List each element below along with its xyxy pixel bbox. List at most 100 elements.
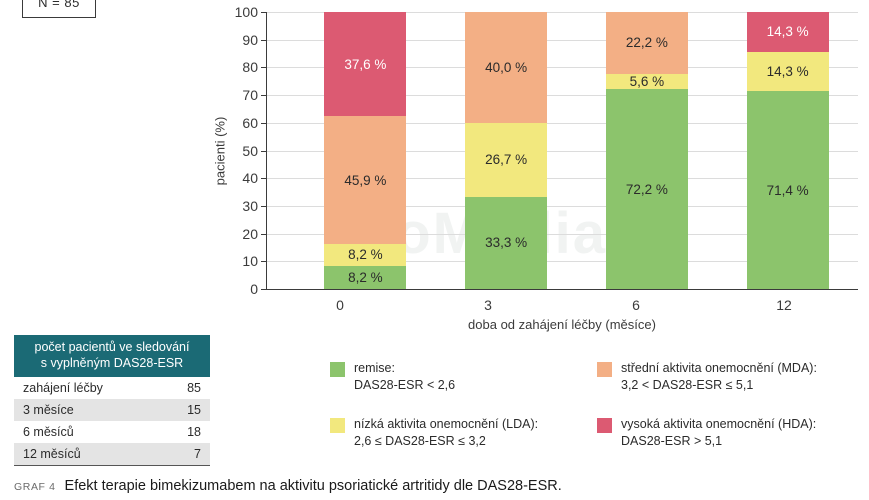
- y-tick-mark: [261, 233, 267, 235]
- y-tick-mark: [261, 205, 267, 207]
- table-body: zahájení léčby 85 3 měsíce 15 6 měsíců 18 12 m…: [14, 376, 210, 466]
- plot-frame: 100 90 80 70 60 50 40 30 20 10 0 8,2 % 8,2 % 45,9 % 3…: [235, 4, 858, 297]
- y-tick-label: 20: [242, 225, 258, 242]
- bar-slot: 72,2 % 5,6 % 22,2 %: [577, 12, 718, 289]
- table-header-line-2: s vyplněným DAS28-ESR: [40, 356, 184, 371]
- y-tick-mark: [261, 150, 267, 152]
- legend-label-line-2: DAS28-ESR < 2,6: [354, 377, 456, 392]
- x-tick-label: 0: [336, 297, 344, 313]
- bar-segment[interactable]: 14,3 %: [746, 51, 829, 92]
- legend-swatch-icon: [330, 362, 345, 377]
- bar-segment[interactable]: 14,3 %: [746, 12, 829, 52]
- legend-label-line-1: vysoká aktivita onemocnění (HDA):: [621, 416, 817, 431]
- x-tick-label: 12: [776, 297, 792, 313]
- table-cell-value: 15: [161, 398, 210, 421]
- bar-group: 8,2 % 8,2 % 45,9 % 37,6 % 33,3 % 26,7 % 40,0 %…: [295, 12, 858, 289]
- legend-item[interactable]: nízká aktivita onemocnění (LDA): 2,6 ≤ DA…: [330, 416, 583, 450]
- gridline: [267, 178, 858, 180]
- legend-label-line-1: remise:: [354, 361, 395, 375]
- table-header-cell: počet pacientů ve sledování s vyplněným …: [14, 335, 210, 377]
- gridline: [267, 233, 858, 235]
- chart-plot-area: pacienti (%) 100 90 80 70 60 50 40 30 20 10 0 8,2 …: [213, 4, 858, 332]
- bar-segment[interactable]: 8,2 %: [324, 243, 407, 267]
- stacked-bar[interactable]: 71,4 % 14,3 % 14,3 %: [746, 12, 829, 289]
- table-cell-label: zahájení léčby: [14, 376, 162, 399]
- bar-segment[interactable]: 40,0 %: [465, 12, 548, 123]
- bar-segment[interactable]: 45,9 %: [324, 116, 407, 244]
- table-cell-value: 7: [161, 442, 210, 466]
- table-cell-label: 12 měsíců: [14, 442, 162, 466]
- y-tick-mark: [261, 122, 267, 124]
- legend-label-line-1: střední aktivita onemocnění (MDA):: [621, 361, 817, 375]
- table-row: 3 měsíce 15: [14, 398, 210, 421]
- bar-segment[interactable]: 8,2 %: [324, 266, 407, 289]
- y-tick-label: 40: [242, 170, 258, 187]
- n-count-label: N = 85: [38, 0, 80, 10]
- legend-label-line-2: 2,6 ≤ DAS28-ESR ≤ 3,2: [354, 433, 486, 448]
- legend-item[interactable]: remise: DAS28-ESR < 2,6: [330, 360, 583, 394]
- bar-segment[interactable]: 72,2 %: [605, 89, 688, 289]
- bar-segment[interactable]: 33,3 %: [465, 196, 548, 289]
- stacked-bar[interactable]: 72,2 % 5,6 % 22,2 %: [605, 12, 688, 289]
- legend-label-line-2: 3,2 < DAS28-ESR ≤ 5,1: [621, 377, 754, 392]
- table-header-row: počet pacientů ve sledování s vyplněným …: [14, 335, 210, 377]
- legend-swatch-icon: [597, 417, 612, 433]
- y-tick-label: 50: [242, 142, 258, 159]
- stacked-bar[interactable]: 33,3 % 26,7 % 40,0 %: [465, 12, 548, 289]
- gridline: [267, 205, 858, 207]
- legend-swatch-icon: [330, 417, 345, 433]
- bar-segment[interactable]: 5,6 %: [605, 73, 688, 90]
- bar-slot: 33,3 % 26,7 % 40,0 %: [436, 12, 577, 289]
- y-tick-label: 30: [242, 197, 258, 214]
- n-count-box: N = 85: [22, 0, 96, 18]
- y-tick-mark: [261, 95, 267, 97]
- chart-legend: remise: DAS28-ESR < 2,6 střední aktivita o…: [330, 360, 850, 450]
- y-tick-label: 10: [242, 253, 258, 270]
- y-tick-label: 60: [242, 114, 258, 131]
- legend-label-line-1: nízká aktivita onemocnění (LDA):: [354, 416, 539, 431]
- x-axis-title: doba od zahájení léčby (měsíce): [468, 317, 656, 332]
- gridline: [267, 261, 858, 263]
- legend-label: remise: DAS28-ESR < 2,6: [354, 360, 455, 394]
- bar-segment[interactable]: 26,7 %: [465, 122, 548, 197]
- y-tick-mark: [261, 67, 267, 69]
- y-tick-mark: [261, 261, 267, 263]
- bar-segment[interactable]: 37,6 %: [324, 12, 407, 117]
- table-cell-label: 6 měsíců: [14, 420, 162, 443]
- y-tick-mark: [261, 12, 267, 13]
- legend-label: střední aktivita onemocnění (MDA): 3,2 < …: [621, 360, 817, 394]
- gridline: [267, 150, 858, 152]
- y-axis-title: pacienti (%): [212, 116, 228, 186]
- table-row: 6 měsíců 18: [14, 420, 210, 443]
- caption-tag: GRAF 4: [14, 481, 56, 493]
- gridline: [267, 67, 858, 69]
- y-tick-mark: [261, 289, 267, 290]
- y-tick-label: 100: [234, 4, 258, 20]
- stacked-bar[interactable]: 8,2 % 8,2 % 45,9 % 37,6 %: [324, 12, 407, 289]
- x-tick-label: 3: [484, 297, 492, 313]
- y-tick-label: 90: [242, 31, 258, 48]
- legend-label: vysoká aktivita onemocnění (HDA): DAS28-E…: [621, 416, 816, 450]
- table-row: 12 měsíců 7: [14, 442, 210, 466]
- table-cell-value: 85: [161, 376, 210, 399]
- legend-swatch-icon: [597, 362, 612, 377]
- gridline: [267, 39, 858, 41]
- bar-segment[interactable]: 22,2 %: [605, 12, 688, 74]
- caption-text: Efekt terapie bimekizumabem na aktivitu …: [64, 478, 562, 494]
- y-tick-label: 70: [242, 87, 258, 104]
- y-tick-label: 0: [250, 281, 258, 297]
- legend-item[interactable]: vysoká aktivita onemocnění (HDA): DAS28-E…: [597, 416, 850, 450]
- gridline: [267, 122, 858, 124]
- y-tick-label: 80: [242, 59, 258, 76]
- bar-slot: 71,4 % 14,3 % 14,3 %: [717, 12, 858, 289]
- table-row: zahájení léčby 85: [14, 376, 210, 399]
- figure-caption: GRAF 4 Efekt terapie bimekizumabem na ak…: [14, 478, 562, 494]
- legend-label: nízká aktivita onemocnění (LDA): 2,6 ≤ DA…: [354, 416, 538, 450]
- table-cell-value: 18: [161, 420, 210, 443]
- gridline: [267, 12, 858, 13]
- bar-segment[interactable]: 71,4 %: [746, 91, 829, 289]
- y-tick-mark: [261, 178, 267, 180]
- legend-item[interactable]: střední aktivita onemocnění (MDA): 3,2 < …: [597, 360, 850, 394]
- gridline: [267, 95, 858, 97]
- table-header-line-1: počet pacientů ve sledování: [34, 340, 190, 354]
